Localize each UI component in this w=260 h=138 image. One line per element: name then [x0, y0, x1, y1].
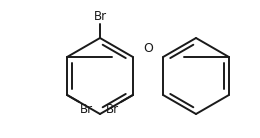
Text: O: O	[143, 42, 153, 55]
Text: Br: Br	[80, 103, 93, 116]
Text: Br: Br	[93, 10, 107, 23]
Text: Br: Br	[106, 103, 119, 116]
